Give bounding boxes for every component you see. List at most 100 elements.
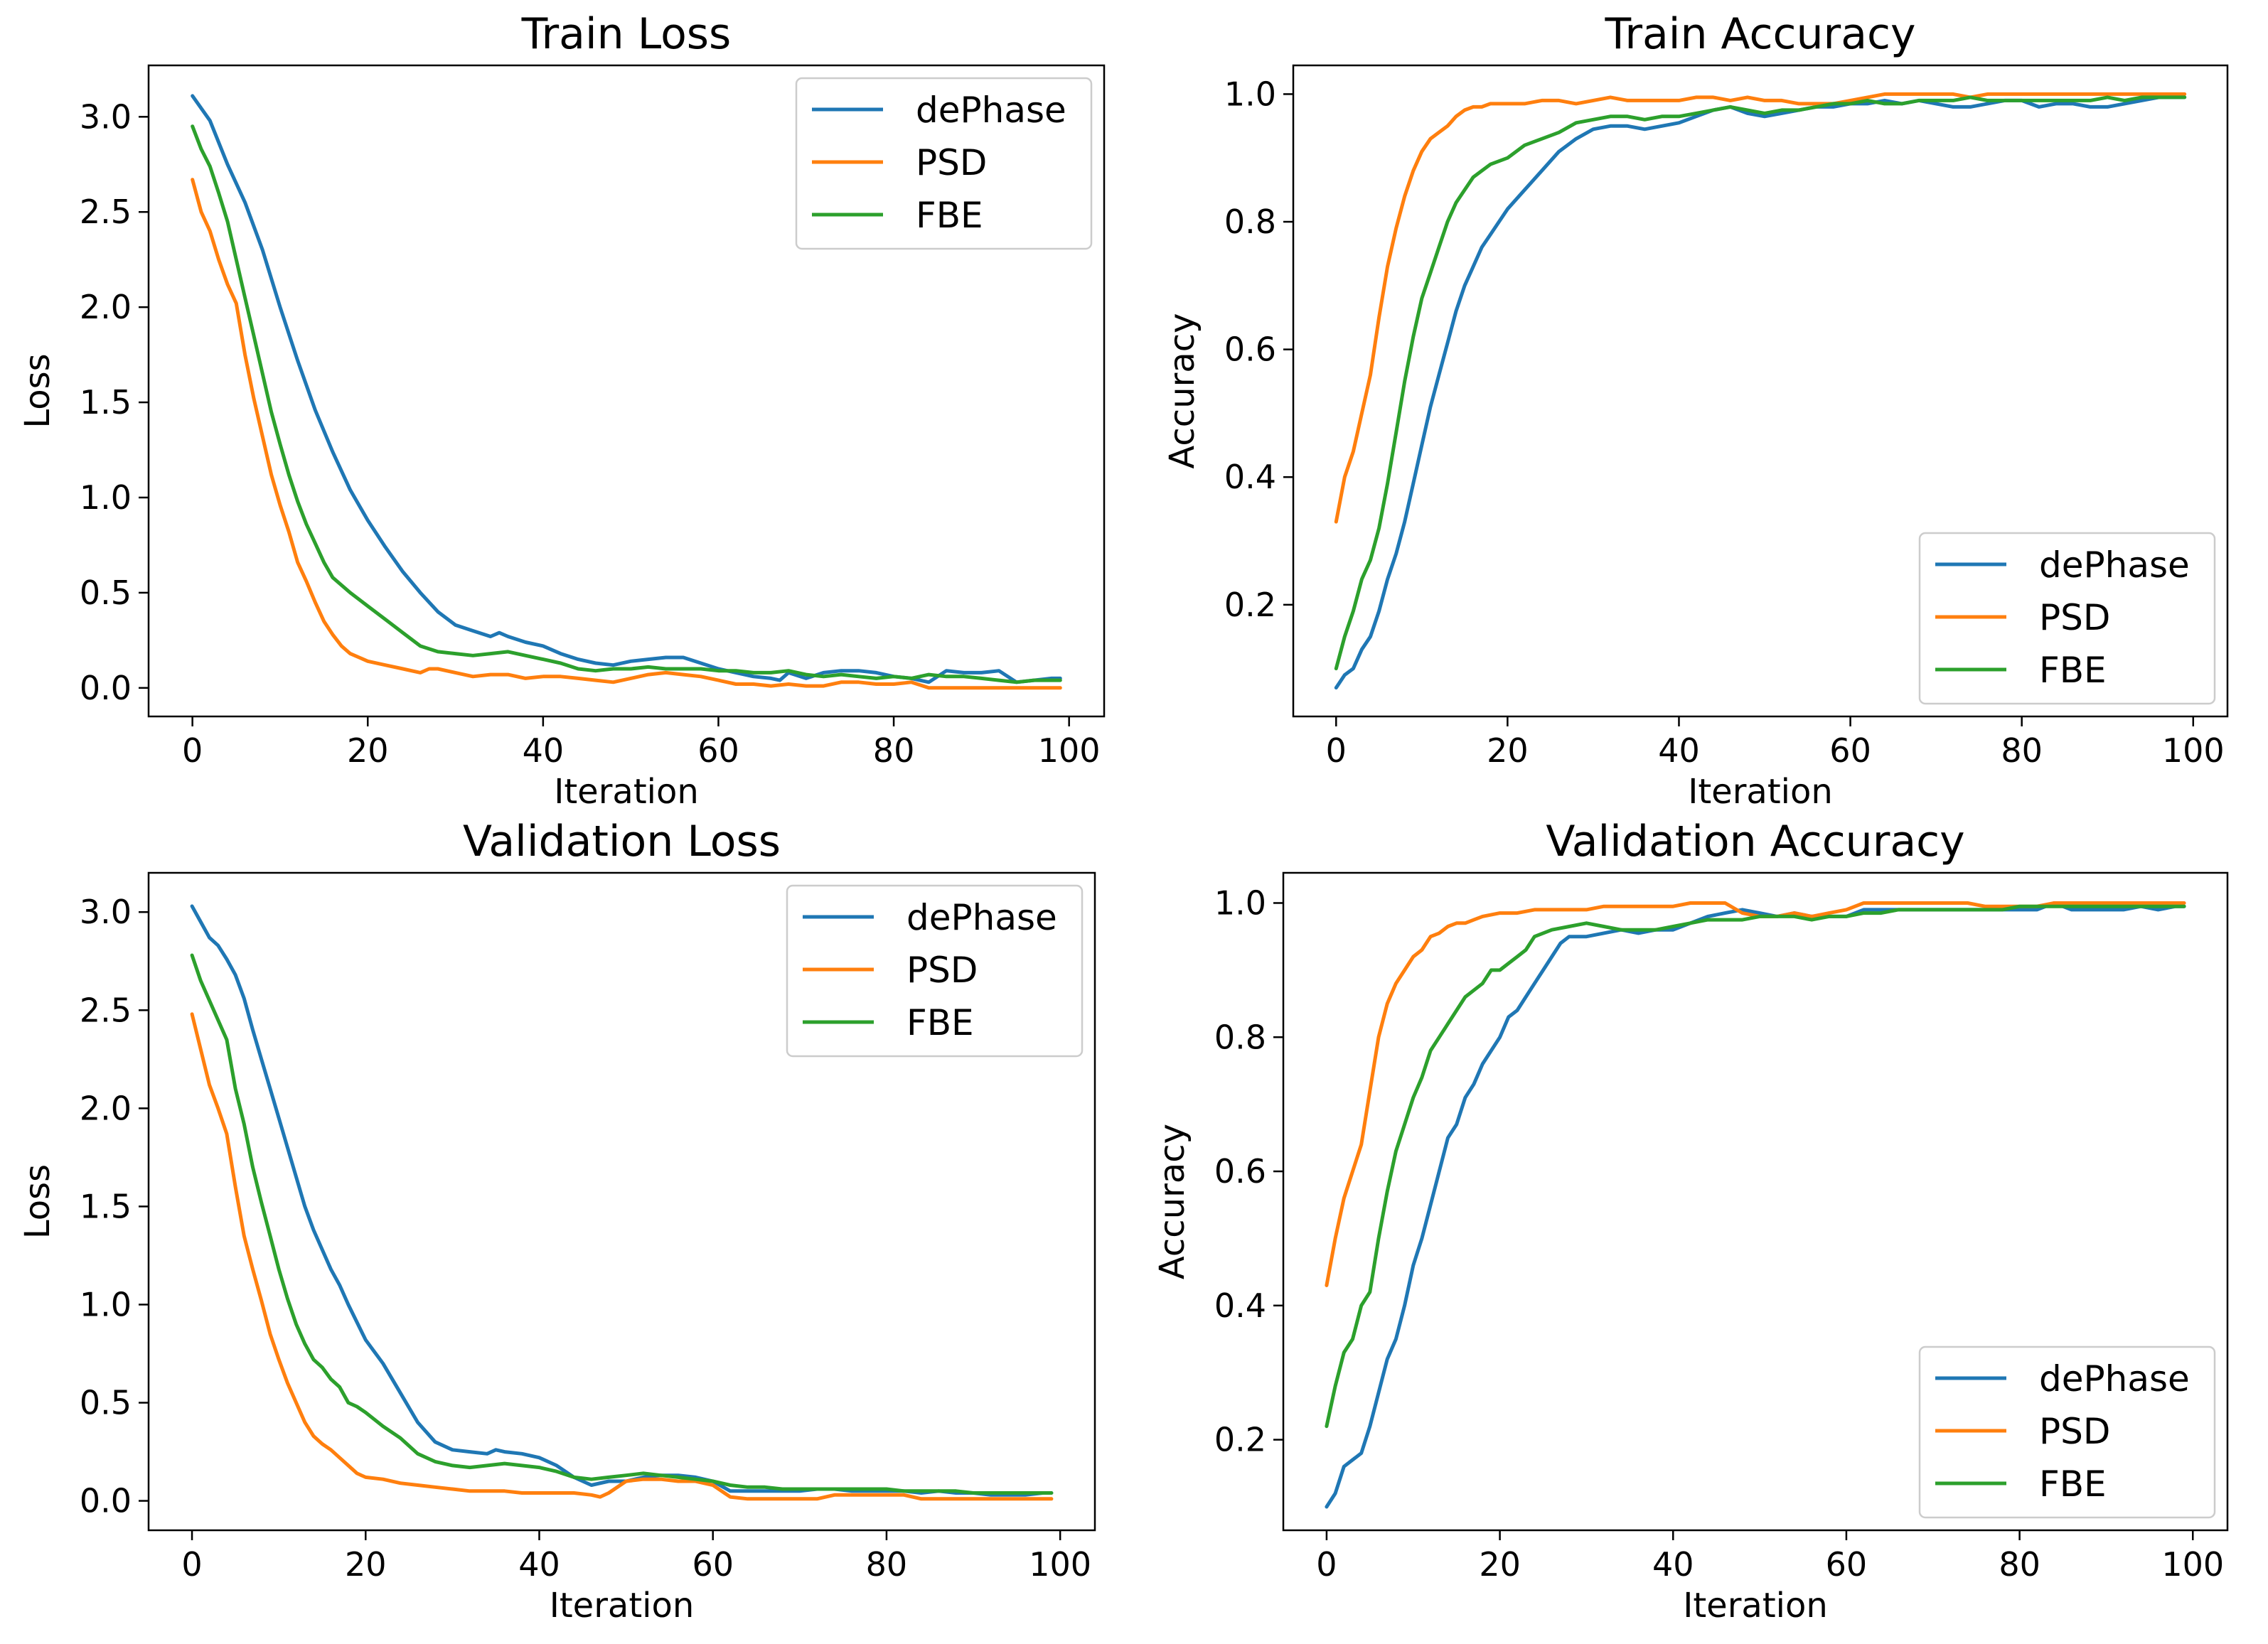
chart-panel-2: Train Accuracy 0 20 40 60 80 100 0.2 0.4 0.6 0.8 1.… xyxy=(1162,9,2229,812)
x-tick-label: 20 xyxy=(1479,1545,1521,1584)
legend: dePhase PSD FBE xyxy=(786,884,1084,1058)
x-tick-label: 20 xyxy=(1487,731,1529,770)
y-tick-label: 1.0 xyxy=(80,1285,132,1323)
series-lines xyxy=(1325,901,2186,1509)
x-tick-label: 40 xyxy=(1658,731,1700,770)
y-tick-label: 0.0 xyxy=(80,669,132,707)
y-tick-label: 0.0 xyxy=(80,1482,132,1520)
y-axis-label: Accuracy xyxy=(1162,313,1202,468)
y-tick-label: 0.8 xyxy=(1214,1018,1266,1056)
series-line-fbe xyxy=(1334,95,2187,671)
x-tick-label: 100 xyxy=(1038,731,1101,770)
legend-label-fbe: FBE xyxy=(916,195,983,236)
x-tick-label: 0 xyxy=(1326,731,1347,770)
plot-frame xyxy=(1292,64,2229,718)
y-tick-label: 0.6 xyxy=(1214,1152,1266,1191)
chart-panel-3: Validation Loss 0 20 40 60 80 100 0.0 0.5 1.0 1.5 2… xyxy=(18,817,1096,1626)
x-tick-label: 0 xyxy=(1316,1545,1337,1584)
x-tick-label: 60 xyxy=(697,731,739,770)
y-tick-label: 2.5 xyxy=(80,991,132,1029)
x-tick-label: 60 xyxy=(1826,1545,1868,1584)
chart-panel-1: Train Loss 0 20 40 60 80 100 0.0 0.5 1.0 1.5 2.0 2.5… xyxy=(18,9,1106,812)
y-tick-label: 0.2 xyxy=(1214,1421,1266,1459)
y-tick-label: 2.5 xyxy=(80,193,132,231)
x-tick-label: 60 xyxy=(1829,731,1871,770)
x-tick-label: 20 xyxy=(347,731,389,770)
series-line-psd xyxy=(191,178,1062,690)
legend-box xyxy=(795,77,1093,250)
x-axis-label: Iteration xyxy=(1683,1586,1828,1626)
y-axis-label: Loss xyxy=(18,353,58,428)
legend-label-fbe: FBE xyxy=(2039,1463,2107,1505)
chart-title: Train Loss xyxy=(521,9,732,59)
x-tick-label: 60 xyxy=(692,1545,734,1584)
y-tick-label: 1.5 xyxy=(80,1187,132,1225)
y-tick-label: 1.0 xyxy=(1224,75,1276,113)
legend-box xyxy=(1918,532,2216,705)
x-tick-label: 100 xyxy=(1029,1545,1091,1584)
x-tick-label: 20 xyxy=(345,1545,387,1584)
legend-label-fbe: FBE xyxy=(2039,650,2107,691)
x-tick-label: 80 xyxy=(1999,1545,2040,1584)
y-tick-label: 3.0 xyxy=(80,893,132,931)
series-line-psd xyxy=(1334,92,2187,524)
chart-panel-4: Validation Accuracy 0 20 40 60 80 100 0.2 0.4 0.6… xyxy=(1152,817,2229,1626)
legend: dePhase PSD FBE xyxy=(1918,532,2216,705)
y-tick-label: 0.5 xyxy=(80,574,132,612)
y-axis-label: Loss xyxy=(18,1164,58,1239)
y-tick-label: 1.5 xyxy=(80,383,132,421)
legend: dePhase PSD FBE xyxy=(795,77,1093,250)
chart-title: Train Accuracy xyxy=(1605,9,1916,59)
x-tick-label: 80 xyxy=(873,731,915,770)
series-lines xyxy=(191,94,1062,690)
y-tick-label: 0.2 xyxy=(1224,586,1276,624)
y-tick-label: 0.8 xyxy=(1224,203,1276,241)
legend-box xyxy=(786,884,1084,1058)
x-tick-label: 80 xyxy=(866,1545,908,1584)
legend-label-psd: PSD xyxy=(906,950,978,991)
legend-label-psd: PSD xyxy=(2039,1411,2110,1452)
y-tick-label: 1.0 xyxy=(1214,883,1266,922)
series-line-dephase xyxy=(190,904,1054,1497)
y-tick-label: 0.4 xyxy=(1224,458,1276,496)
plot-frame xyxy=(147,871,1096,1532)
legend-label-psd: PSD xyxy=(2039,597,2110,638)
legend-label-dephase: dePhase xyxy=(916,90,1066,131)
y-tick-label: 2.0 xyxy=(80,288,132,326)
legend-label-psd: PSD xyxy=(916,142,987,183)
series-line-fbe xyxy=(190,953,1054,1495)
series-line-fbe xyxy=(191,124,1062,684)
series-lines xyxy=(190,904,1054,1501)
y-tick-label: 2.0 xyxy=(80,1089,132,1127)
y-axis-label: Accuracy xyxy=(1152,1124,1192,1279)
series-line-psd xyxy=(190,1012,1054,1501)
legend-box xyxy=(1918,1345,2216,1519)
x-tick-label: 0 xyxy=(182,731,203,770)
y-tick-label: 0.4 xyxy=(1214,1286,1266,1325)
x-tick-label: 100 xyxy=(2162,731,2225,770)
series-line-fbe xyxy=(1325,904,2186,1429)
legend-label-dephase: dePhase xyxy=(2039,1358,2190,1399)
plot-frame xyxy=(147,64,1106,718)
x-tick-label: 40 xyxy=(523,731,565,770)
x-axis-label: Iteration xyxy=(554,772,699,812)
series-lines xyxy=(1334,92,2187,690)
chart-title: Validation Loss xyxy=(463,817,781,866)
x-axis-label: Iteration xyxy=(550,1586,695,1626)
x-tick-label: 40 xyxy=(1652,1545,1694,1584)
legend-label-dephase: dePhase xyxy=(2039,544,2190,586)
legend: dePhase PSD FBE xyxy=(1918,1345,2216,1519)
x-tick-label: 40 xyxy=(518,1545,560,1584)
chart-title: Validation Accuracy xyxy=(1546,817,1964,866)
y-tick-label: 1.0 xyxy=(80,478,132,517)
x-tick-label: 100 xyxy=(2161,1545,2224,1584)
x-tick-label: 0 xyxy=(181,1545,202,1584)
plot-frame xyxy=(1282,871,2229,1532)
y-tick-label: 0.5 xyxy=(80,1384,132,1422)
x-tick-label: 80 xyxy=(2001,731,2043,770)
x-axis-label: Iteration xyxy=(1688,772,1833,812)
y-tick-label: 3.0 xyxy=(80,97,132,136)
y-tick-label: 0.6 xyxy=(1224,331,1276,369)
